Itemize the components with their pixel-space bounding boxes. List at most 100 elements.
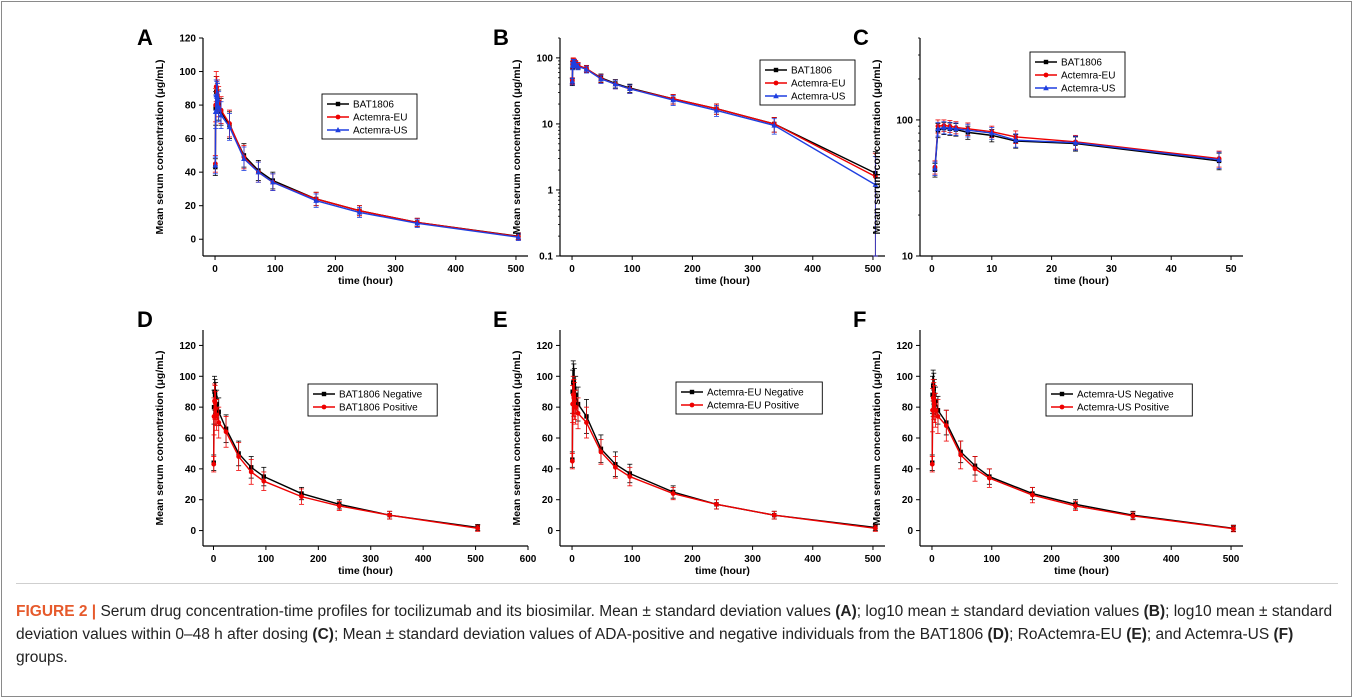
data-point — [1231, 526, 1236, 532]
data-point — [215, 103, 222, 109]
y-tick-label: 80 — [902, 403, 914, 414]
legend-label: BAT1806 Positive — [339, 403, 418, 414]
series-line — [934, 126, 1220, 169]
x-axis-label: time (hour) — [338, 565, 393, 577]
chart-panel-c: C 10 100 0 10 20 30 40 50 time (hour) Mean serum c… — [853, 25, 1243, 287]
data-point — [584, 420, 589, 425]
data-point — [972, 466, 978, 472]
x-axis-label: time (hour) — [1054, 565, 1109, 577]
x-tick-label: 300 — [1103, 554, 1120, 565]
x-tick-label: 200 — [310, 554, 327, 565]
data-point — [356, 209, 363, 215]
panel-letter: D — [137, 307, 153, 332]
caption-text: ; RoActemra-EU — [1009, 626, 1127, 643]
y-axis-label: Mean serum concentration (μg/mL) — [511, 59, 523, 234]
x-tick-label: 200 — [684, 264, 701, 275]
data-point — [929, 461, 935, 467]
data-point — [1073, 503, 1078, 509]
legend-box — [675, 381, 823, 415]
legend-box — [307, 383, 438, 417]
data-point — [387, 512, 393, 518]
data-point — [572, 398, 577, 404]
chart-panel-e: E 0 20 40 60 80 100 120 0 100 200 300 400 500 time (ho… — [493, 307, 885, 577]
data-point — [670, 491, 676, 496]
series-actemra-eu-positive — [569, 375, 878, 532]
data-point — [569, 78, 576, 84]
data-point — [475, 525, 481, 531]
x-tick-label: 20 — [1046, 264, 1058, 275]
legend-marker — [773, 67, 779, 73]
series-actemra-us-positive — [929, 378, 1236, 533]
data-point — [932, 165, 938, 171]
data-point — [575, 63, 581, 69]
legend-label: Actemra-EU — [353, 113, 407, 124]
x-tick-label: 400 — [1163, 554, 1180, 565]
x-tick-label: 500 — [1223, 554, 1240, 565]
legend-marker — [1043, 59, 1049, 65]
series-line — [931, 397, 1234, 530]
x-tick-label: 500 — [508, 264, 525, 275]
caption-text: ; Mean ± standard deviation values of AD… — [333, 626, 988, 643]
figure-label: FIGURE 2 | — [16, 603, 97, 620]
data-point — [1012, 137, 1019, 143]
data-point — [211, 461, 217, 467]
y-tick-label: 100 — [536, 372, 553, 383]
panel-letter: C — [853, 25, 869, 50]
series-actemra-us — [932, 121, 1222, 176]
x-tick-label: 100 — [267, 264, 284, 275]
x-axis-label: time (hour) — [1054, 275, 1109, 287]
y-tick-label: 100 — [896, 372, 913, 383]
data-point — [569, 458, 575, 464]
legend-label: Actemra-US — [1061, 84, 1116, 95]
x-tick-label: 300 — [387, 264, 404, 275]
legend-marker — [1043, 72, 1049, 78]
legend: Actemra-US Negative Actemra-US Positive — [1045, 383, 1193, 417]
caption-text: ; log10 mean ± standard deviation values — [856, 603, 1144, 620]
series-bat1806-positive — [211, 383, 481, 532]
legend: BAT1806 Actemra-EU Actemra-US — [321, 93, 418, 140]
data-point — [214, 412, 220, 418]
x-tick-label: 400 — [415, 554, 432, 565]
data-point — [1072, 139, 1079, 145]
caption-panel-ref: (D) — [987, 626, 1010, 643]
legend-label: Actemra-EU Negative — [707, 388, 804, 399]
data-point — [414, 220, 421, 226]
series-actemra-eu — [932, 119, 1222, 175]
y-tick-label: 40 — [902, 464, 914, 475]
x-tick-label: 0 — [212, 264, 218, 275]
data-point — [947, 125, 953, 131]
y-axis-label: Mean serum concentration (μg/mL) — [511, 350, 523, 525]
data-point — [872, 525, 878, 531]
x-tick-label: 40 — [1166, 264, 1178, 275]
data-point — [670, 97, 676, 103]
data-point — [270, 179, 276, 185]
x-tick-label: 0 — [569, 554, 575, 565]
data-point — [212, 162, 219, 168]
x-tick-label: 100 — [624, 554, 641, 565]
y-tick-label: 0.1 — [539, 252, 553, 263]
x-tick-label: 300 — [362, 554, 379, 565]
data-point — [988, 130, 995, 136]
data-point — [216, 420, 222, 425]
legend-marker — [335, 127, 341, 133]
legend-label: Actemra-US — [791, 92, 846, 103]
y-tick-label: 60 — [185, 134, 197, 145]
y-tick-label: 100 — [896, 115, 913, 126]
series-line — [571, 394, 876, 529]
legend: Actemra-EU Negative Actemra-EU Positive — [675, 381, 823, 415]
caption-body: Serum drug concentration-time profiles f… — [16, 603, 1332, 666]
data-point — [1030, 492, 1035, 498]
legend-marker — [689, 389, 695, 395]
y-tick-label: 100 — [536, 53, 553, 64]
legend-label: Actemra-US Positive — [1077, 403, 1170, 414]
x-tick-label: 30 — [1106, 264, 1118, 275]
y-tick-label: 1 — [547, 185, 553, 196]
data-point — [573, 404, 579, 410]
data-point — [241, 155, 247, 161]
caption-text: Serum drug concentration-time profiles f… — [96, 603, 836, 620]
data-point — [223, 429, 229, 435]
x-tick-label: 0 — [211, 554, 217, 565]
legend-label: BAT1806 — [353, 100, 394, 111]
x-tick-label: 10 — [986, 264, 998, 275]
